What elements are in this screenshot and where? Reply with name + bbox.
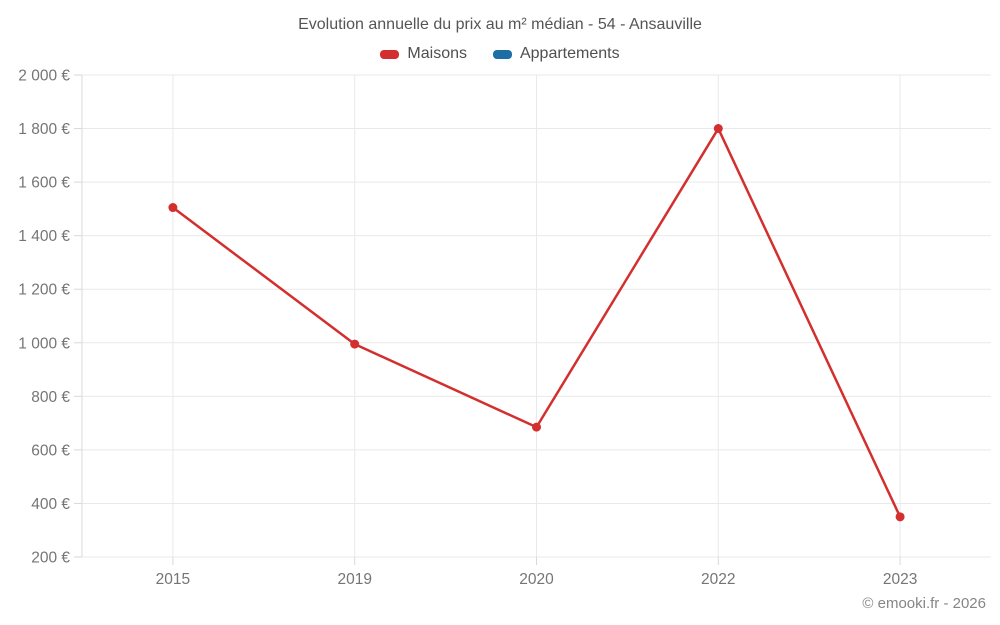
y-tick-label: 400 €	[31, 496, 70, 513]
maisons-swatch-icon	[380, 49, 400, 59]
x-tick-label: 2020	[519, 571, 554, 588]
x-tick-label: 2019	[337, 571, 371, 588]
data-point-2023[interactable]	[895, 512, 905, 522]
copyright-footer: © emooki.fr - 2026	[862, 595, 986, 612]
legend-item-maisons[interactable]: Maisons	[380, 45, 467, 63]
y-tick-label: 1 400 €	[18, 228, 70, 245]
x-tick-label: 2022	[701, 571, 735, 588]
legend-label-appartements: Appartements	[519, 45, 620, 62]
data-point-2020[interactable]	[532, 422, 541, 432]
appartements-swatch-icon	[492, 49, 512, 59]
y-tick-label: 800 €	[31, 389, 70, 406]
x-tick-label: 2015	[156, 571, 190, 588]
data-point-2019[interactable]	[350, 339, 360, 349]
y-tick-label: 1 800 €	[18, 121, 70, 138]
y-tick-label: 1 600 €	[18, 175, 70, 192]
y-tick-label: 200 €	[31, 550, 70, 567]
x-tick-label: 2023	[883, 571, 917, 588]
chart-legend: Maisons Appartements	[0, 45, 1000, 63]
data-point-2022[interactable]	[713, 124, 723, 134]
y-tick-label: 2 000 €	[18, 68, 70, 85]
data-point-2015[interactable]	[168, 203, 178, 213]
y-tick-label: 1 200 €	[18, 282, 70, 299]
legend-label-maisons: Maisons	[407, 45, 467, 62]
y-tick-label: 1 000 €	[18, 335, 70, 352]
legend-item-appartements[interactable]: Appartements	[492, 45, 620, 63]
chart-title: Evolution annuelle du prix au m² médian …	[298, 16, 702, 33]
y-tick-label: 600 €	[31, 442, 70, 459]
